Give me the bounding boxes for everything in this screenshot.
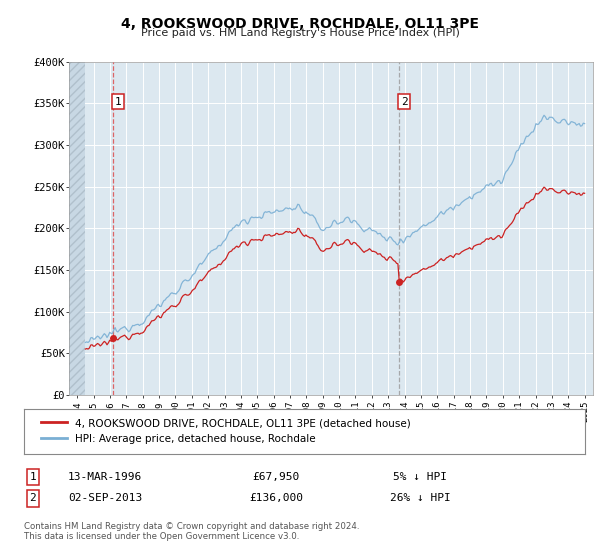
Text: £136,000: £136,000 — [249, 493, 303, 503]
Text: 2: 2 — [29, 493, 37, 503]
Text: 02-SEP-2013: 02-SEP-2013 — [68, 493, 142, 503]
Text: 4, ROOKSWOOD DRIVE, ROCHDALE, OL11 3PE: 4, ROOKSWOOD DRIVE, ROCHDALE, OL11 3PE — [121, 17, 479, 31]
Text: 26% ↓ HPI: 26% ↓ HPI — [389, 493, 451, 503]
Text: £67,950: £67,950 — [253, 472, 299, 482]
Text: 1: 1 — [115, 96, 122, 106]
Bar — [69, 62, 85, 395]
Text: Price paid vs. HM Land Registry's House Price Index (HPI): Price paid vs. HM Land Registry's House … — [140, 28, 460, 38]
Legend: 4, ROOKSWOOD DRIVE, ROCHDALE, OL11 3PE (detached house), HPI: Average price, det: 4, ROOKSWOOD DRIVE, ROCHDALE, OL11 3PE (… — [35, 412, 418, 451]
Text: 1: 1 — [29, 472, 37, 482]
Text: 5% ↓ HPI: 5% ↓ HPI — [393, 472, 447, 482]
Text: Contains HM Land Registry data © Crown copyright and database right 2024.
This d: Contains HM Land Registry data © Crown c… — [24, 522, 359, 542]
Text: 13-MAR-1996: 13-MAR-1996 — [68, 472, 142, 482]
Text: 2: 2 — [401, 96, 407, 106]
